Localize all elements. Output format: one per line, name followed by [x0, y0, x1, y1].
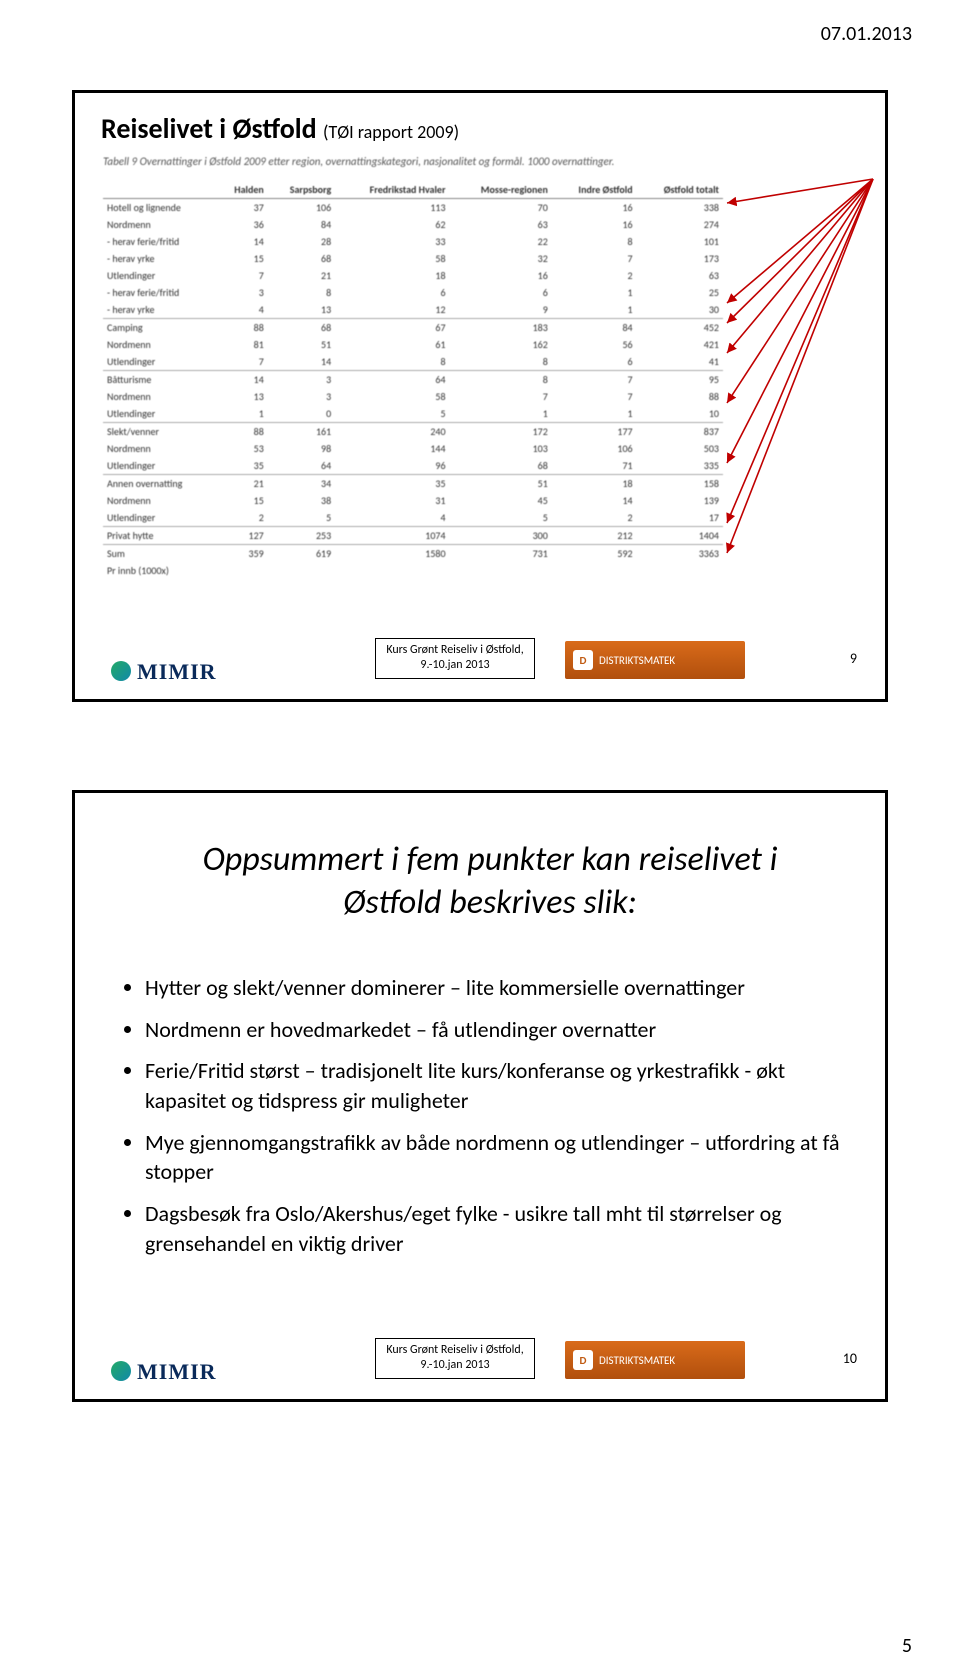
table-header: Østfold totalt — [637, 181, 723, 199]
table-row: Annen overnatting2134355118158 — [103, 475, 723, 493]
footer-caption-line2: 9.-10.jan 2013 — [420, 1358, 489, 1372]
mimir-logo: MIMIR — [111, 1359, 217, 1385]
table-row: - herav ferie/fritid142833228101 — [103, 233, 723, 250]
bullet-list: Hytter og slekt/venner dominerer – lite … — [121, 973, 845, 1271]
slide2-number: 10 — [843, 1350, 857, 1367]
table-row: Pr innb (1000x) — [103, 562, 723, 579]
table-header: Indre Østfold — [552, 181, 637, 199]
slide-2: Oppsummert i fem punkter kan reiselivet … — [72, 790, 888, 1402]
table-row: Hotell og lignende371061137016338 — [103, 199, 723, 217]
table-row: Sum35961915807315923363 — [103, 545, 723, 563]
table-caption: Tabell 9 Overnattinger i Østfold 2009 et… — [103, 155, 614, 168]
table-header: Sarpsborg — [268, 181, 335, 199]
table-row: Nordmenn133587788 — [103, 388, 723, 405]
slide-footer: MIMIR Kurs Grønt Reiseliv i Østfold, 9.-… — [75, 633, 885, 685]
table-header: Halden — [217, 181, 268, 199]
d-icon: D — [573, 650, 593, 670]
orange-label: DISTRIKTSMATEK — [599, 1354, 675, 1367]
slide1-title-main: Reiselivet i Østfold — [101, 111, 317, 146]
table-row: Nordmenn5398144103106503 — [103, 440, 723, 457]
slide1-title: Reiselivet i Østfold (TØI rapport 2009) — [101, 111, 459, 146]
table-header: Mosse-regionen — [450, 181, 552, 199]
slide-1: Reiselivet i Østfold (TØI rapport 2009) … — [72, 90, 888, 702]
table-row: Privat hytte12725310743002121404 — [103, 527, 723, 545]
page-date: 07.01.2013 — [821, 22, 912, 46]
table-row: Camping88686718384452 — [103, 319, 723, 337]
table-row: Utlendinger71488641 — [103, 353, 723, 371]
table-row: Utlendinger3564966871335 — [103, 457, 723, 475]
table-row: Nordmenn81516116256421 — [103, 336, 723, 353]
table-row: - herav ferie/fritid3866125 — [103, 284, 723, 301]
list-item: Ferie/Fritid størst – tradisjonelt lite … — [145, 1056, 845, 1115]
table-row: Utlendinger7211816263 — [103, 267, 723, 284]
orange-block: D DISTRIKTSMATEK — [565, 641, 745, 679]
d-icon: D — [573, 1350, 593, 1370]
table-header: Fredrikstad Hvaler — [335, 181, 449, 199]
table-row: Nordmenn1538314514139 — [103, 492, 723, 509]
slide2-title: Oppsummert i fem punkter kan reiselivet … — [155, 839, 825, 924]
list-item: Nordmenn er hovedmarkedet – få utlending… — [145, 1015, 845, 1045]
data-table: HaldenSarpsborgFredrikstad HvalerMosse-r… — [103, 181, 723, 579]
annotation-arrows — [715, 173, 885, 603]
table-row: - herav yrke413129130 — [103, 301, 723, 319]
table-row: Utlendinger1051110 — [103, 405, 723, 423]
orange-label: DISTRIKTSMATEK — [599, 654, 675, 667]
table-header — [103, 181, 217, 199]
orange-block: D DISTRIKTSMATEK — [565, 1341, 745, 1379]
footer-caption-line1: Kurs Grønt Reiseliv i Østfold, — [386, 643, 523, 657]
slide1-title-sub: (TØI rapport 2009) — [323, 121, 459, 143]
table-row: Nordmenn3684626316274 — [103, 216, 723, 233]
table-row: Båtturisme143648795 — [103, 371, 723, 389]
footer-caption: Kurs Grønt Reiseliv i Østfold, 9.-10.jan… — [375, 1338, 535, 1379]
page-number: 5 — [902, 1634, 912, 1658]
footer-caption-line2: 9.-10.jan 2013 — [420, 658, 489, 672]
table-row: Utlendinger2545217 — [103, 509, 723, 527]
table-row: Slekt/venner88161240172177837 — [103, 423, 723, 441]
mimir-logo: MIMIR — [111, 659, 217, 685]
list-item: Hytter og slekt/venner dominerer – lite … — [145, 973, 845, 1003]
list-item: Dagsbesøk fra Oslo/Akershus/eget fylke -… — [145, 1199, 845, 1258]
table-row: - herav yrke156858327173 — [103, 250, 723, 267]
footer-caption: Kurs Grønt Reiseliv i Østfold, 9.-10.jan… — [375, 638, 535, 679]
footer-caption-line1: Kurs Grønt Reiseliv i Østfold, — [386, 1343, 523, 1357]
list-item: Mye gjennomgangstrafikk av både nordmenn… — [145, 1128, 845, 1187]
slide-footer: MIMIR Kurs Grønt Reiseliv i Østfold, 9.-… — [75, 1333, 885, 1385]
slide1-number: 9 — [850, 650, 857, 667]
